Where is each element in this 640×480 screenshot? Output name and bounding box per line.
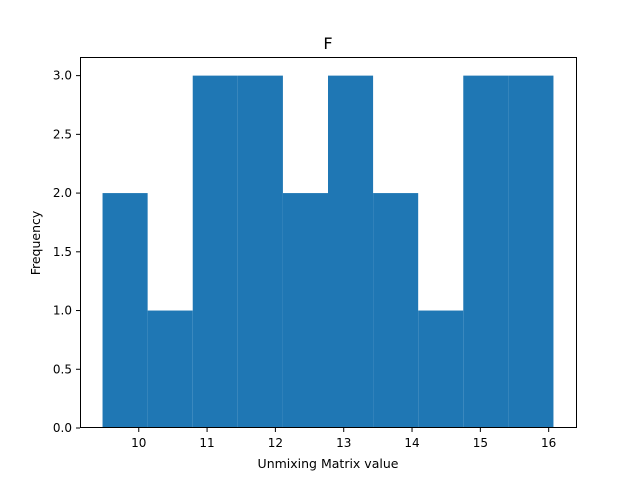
x-tick-label: 13 [336,436,351,450]
y-tick-label: 0.0 [53,421,72,435]
x-tick-label: 15 [473,436,488,450]
histogram-bar-1 [102,193,148,428]
histogram-bar-8 [418,310,464,428]
bars-group [102,75,554,428]
chart-title: F [323,34,332,53]
histogram-bar-6 [328,75,374,428]
y-axis-ticks: 0.0 0.5 1.0 1.5 2.0 2.5 3.0 [53,69,80,435]
histogram-bar-4 [237,75,283,428]
histogram-bar-7 [373,193,419,428]
y-tick-label: 0.5 [53,362,72,376]
x-tick-label: 12 [268,436,283,450]
histogram-bar-9 [463,75,509,428]
x-tick-label: 16 [541,436,556,450]
y-tick-label: 1.0 [53,304,72,318]
x-tick-label: 10 [131,436,146,450]
plot-frame [80,57,577,428]
x-axis-ticks: 10 11 12 13 14 15 16 [131,428,556,450]
y-tick-label: 2.0 [53,186,72,200]
y-tick-label: 1.5 [53,245,72,259]
x-tick-label: 14 [404,436,419,450]
histogram-bar-10 [508,75,554,428]
y-axis-label: Frequency [28,210,43,275]
x-tick-label: 11 [199,436,214,450]
histogram-bar-5 [282,193,328,428]
histogram-bar-2 [147,310,193,428]
y-tick-label: 2.5 [53,127,72,141]
x-axis-label: Unmixing Matrix value [258,456,399,471]
y-tick-label: 3.0 [53,69,72,83]
histogram-bar-3 [192,75,238,428]
